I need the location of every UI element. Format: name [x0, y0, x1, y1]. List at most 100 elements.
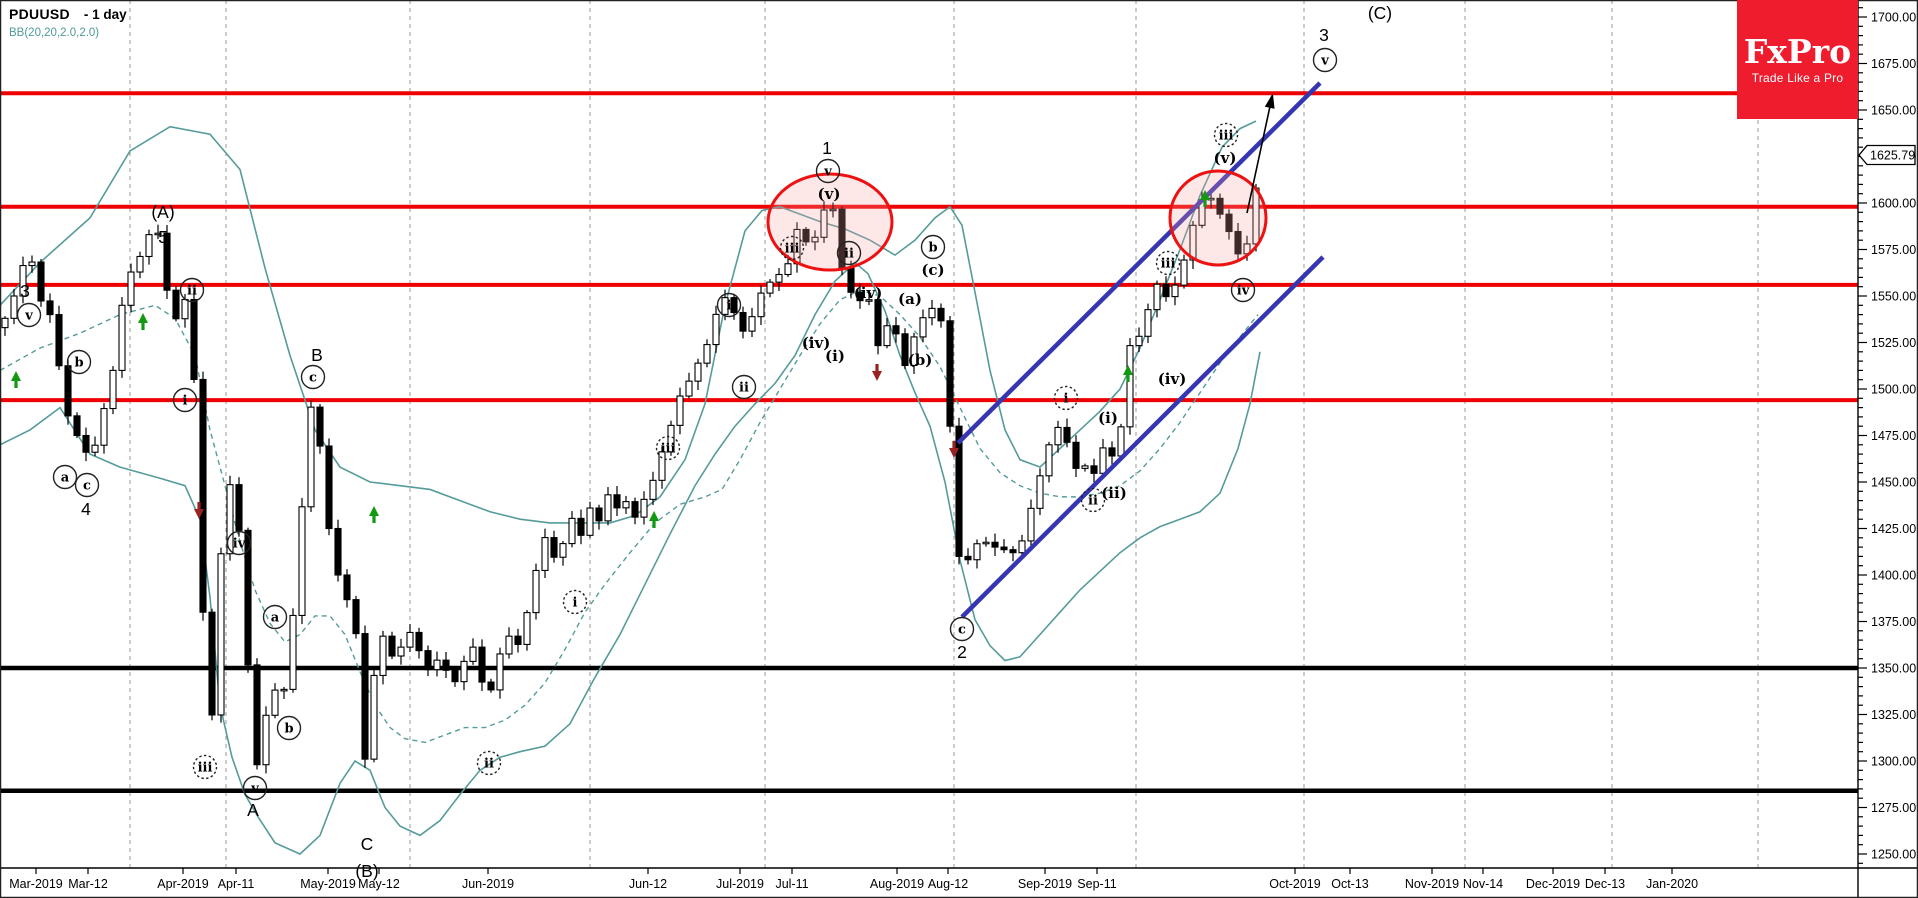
wave-label: ii [739, 381, 749, 396]
candle-bearish [937, 307, 945, 322]
fxpro-logo-text: FxPro [1743, 31, 1852, 71]
wave-label: C [361, 834, 374, 854]
price-tick-label: 1250.00 [1871, 848, 1916, 862]
date-tick-label: Dec-13 [1585, 877, 1625, 891]
date-tick-label: Apr-2019 [157, 877, 208, 891]
candle-bullish [784, 263, 792, 276]
sell-arrowhead-icon [872, 371, 882, 381]
channel-lower-line[interactable] [960, 255, 1325, 619]
candle-bearish [64, 365, 72, 417]
price-axis[interactable]: 1700.001675.001650.001625.001600.001575.… [1857, 0, 1918, 898]
wave-label: (B) [355, 861, 378, 881]
candle-bearish [955, 425, 963, 557]
wave-label-circle [74, 472, 100, 498]
candle-bullish [865, 299, 873, 302]
projection-arrowhead [1264, 93, 1275, 109]
candle-bullish [1, 317, 9, 329]
candle-bearish [892, 325, 900, 335]
candle-bullish [667, 424, 675, 453]
candle-bullish [703, 344, 711, 364]
candles-layer [1, 183, 1260, 774]
wave-label-circle [16, 302, 42, 328]
date-tick-label: May-12 [358, 877, 400, 891]
wave-label: (c) [921, 261, 944, 279]
date-tick-label: Sep-2019 [1018, 877, 1072, 891]
date-tick-label: Apr-11 [218, 877, 255, 891]
candle-bullish [694, 362, 702, 382]
wave-label: 3 [1319, 25, 1329, 45]
candle-bearish [946, 320, 954, 427]
candle-bearish [577, 517, 585, 536]
price-tick-label: 1600.00 [1871, 197, 1916, 211]
candle-bullish [280, 688, 288, 692]
wave-label: b [284, 722, 293, 737]
candle-bearish [253, 664, 261, 766]
candle-bullish [1117, 426, 1125, 457]
fxpro-logo-tagline: Trade Like a Pro [1751, 70, 1844, 85]
wave-label-circle [52, 464, 78, 490]
wave-label: v [24, 309, 33, 324]
wave-label: a [61, 471, 70, 486]
price-tick-label: 1550.00 [1871, 290, 1916, 304]
price-tick-label: 1375.00 [1871, 615, 1916, 629]
wave-label: (v) [1214, 149, 1237, 167]
wave-label-circle [1213, 122, 1239, 148]
candle-bearish [1225, 213, 1233, 233]
wave-label-circle [949, 616, 975, 642]
candle-bullish [883, 325, 891, 347]
wave-label: (ii) [1101, 484, 1127, 502]
wave-label: iii [1219, 129, 1234, 144]
candle-bearish [613, 494, 621, 509]
candle-bearish [55, 314, 63, 367]
candle-bullish [1189, 224, 1197, 261]
candle-bearish [487, 681, 495, 691]
fxpro-logo: FxPro Trade Like a Pro [1737, 0, 1858, 119]
candle-bearish [964, 555, 972, 561]
candle-bearish [388, 635, 396, 657]
price-tick-label: 1325.00 [1871, 708, 1916, 722]
date-tick-label: Jul-11 [775, 877, 808, 891]
wave-label-circle [1230, 277, 1256, 303]
wave-label-circle [262, 604, 288, 630]
candle-bullish [559, 543, 567, 558]
candle-bullish [640, 498, 648, 518]
wave-label-circle [1312, 47, 1338, 73]
candle-bearish [163, 232, 171, 291]
wave-label: iii [198, 761, 213, 776]
candle-bearish [316, 406, 324, 447]
candle-bearish [46, 300, 54, 316]
candle-bearish [514, 635, 522, 645]
candle-bearish [1108, 447, 1116, 457]
candle-bearish [874, 299, 882, 347]
candle-bearish [424, 650, 432, 671]
candle-bullish [1099, 447, 1107, 474]
channel-upper-line[interactable] [956, 81, 1322, 445]
wave-label: i [727, 299, 732, 314]
wave-label: 4 [81, 499, 91, 519]
candle-bearish [235, 484, 243, 531]
candle-bullish [1036, 475, 1044, 509]
candle-bullish [433, 659, 441, 671]
candle-bearish [1216, 197, 1224, 215]
sell-arrowhead-icon [949, 448, 959, 458]
candle-bearish [82, 434, 90, 453]
wave-label: (a) [898, 290, 922, 308]
candle-bullish [496, 653, 504, 691]
candle-bullish [721, 297, 729, 315]
price-tick-label: 1650.00 [1871, 104, 1916, 118]
wave-label-circle [1080, 487, 1106, 513]
candle-bullish [1180, 259, 1188, 286]
candle-bullish [1027, 507, 1035, 542]
date-tick-label: May-2019 [300, 877, 356, 891]
date-axis[interactable]: Mar-2019 Mar-12 Apr-2019 Apr-11 May-2019 May-… [0, 867, 1918, 891]
price-tick-label: 1500.00 [1871, 383, 1916, 397]
price-tick-label: 1400.00 [1871, 569, 1916, 583]
candle-bullish [973, 543, 981, 561]
candle-bearish [199, 378, 207, 613]
candle-bullish [262, 714, 270, 766]
buy-arrowhead-icon [649, 511, 659, 521]
candle-bullish [154, 232, 162, 236]
candle-bullish [757, 292, 765, 318]
candle-bullish [136, 255, 144, 273]
